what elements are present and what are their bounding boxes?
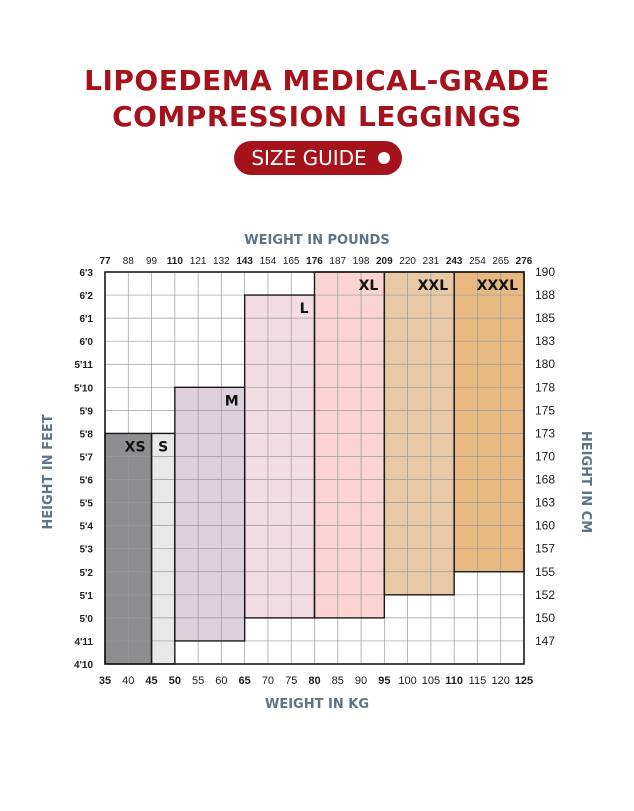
bottom-tick-label: 65 (239, 675, 251, 687)
top-tick-label: 143 (236, 256, 253, 267)
size-label-xs: XS (125, 439, 146, 455)
bottom-tick-label: 100 (398, 675, 416, 687)
bottom-tick-label: 110 (445, 675, 463, 687)
top-tick-label: 198 (353, 256, 370, 267)
right-tick-label: 150 (535, 611, 555, 625)
right-tick-label: 183 (535, 334, 555, 348)
bottom-tick-label: 85 (332, 675, 344, 687)
left-tick-label: 6'2 (79, 291, 93, 302)
bottom-tick-label: 50 (169, 675, 181, 687)
top-tick-label: 231 (423, 256, 440, 267)
top-tick-label: 254 (469, 256, 486, 267)
left-tick-label: 5'9 (79, 406, 93, 417)
right-tick-label: 185 (535, 311, 555, 325)
left-tick-label: 5'3 (79, 545, 93, 556)
size-label-xxl: XXL (418, 278, 449, 294)
top-tick-label: 165 (283, 256, 300, 267)
top-tick-label: 88 (123, 256, 135, 267)
size-guide-label: SIZE GUIDE (251, 146, 367, 170)
right-tick-label: 178 (535, 380, 555, 394)
size-region-m (174, 387, 245, 641)
bottom-tick-label: 95 (378, 675, 390, 687)
left-tick-label: 5'5 (79, 499, 93, 510)
right-axis-title: HEIGHT IN CM (578, 431, 593, 533)
left-tick-label: 5'11 (74, 360, 93, 371)
bottom-tick-label: 75 (285, 675, 297, 687)
bottom-tick-label: 55 (192, 675, 204, 687)
size-label-xl: XL (359, 278, 379, 294)
top-tick-label: 243 (446, 256, 463, 267)
right-tick-label: 188 (535, 288, 555, 302)
badge-dot-icon (378, 152, 390, 164)
bottom-tick-label: 90 (355, 675, 367, 687)
bottom-axis-title: WEIGHT IN KG (265, 697, 369, 712)
right-tick-label: 155 (535, 565, 555, 579)
right-tick-label: 190 (535, 265, 555, 279)
size-guide-badge: SIZE GUIDE (234, 141, 402, 175)
top-tick-label: 99 (146, 256, 158, 267)
left-tick-label: 4'11 (74, 637, 93, 648)
bottom-tick-label: 60 (215, 675, 227, 687)
bottom-tick-label: 115 (469, 675, 487, 687)
top-tick-label: 265 (492, 256, 509, 267)
size-label-xxxl: XXXL (477, 278, 518, 294)
left-tick-label: 6'0 (79, 337, 93, 348)
right-tick-label: 157 (535, 542, 555, 556)
title-line-1: LIPOEDEMA MEDICAL-GRADE (84, 64, 550, 97)
right-tick-label: 175 (535, 403, 555, 417)
right-tick-label: 152 (535, 588, 555, 602)
bottom-tick-label: 45 (145, 675, 157, 687)
top-tick-label: 154 (260, 256, 277, 267)
right-tick-label: 170 (535, 449, 555, 463)
left-tick-label: 5'2 (79, 568, 93, 579)
top-tick-label: 187 (329, 256, 346, 267)
left-tick-label: 5'1 (79, 591, 93, 602)
left-tick-label: 5'7 (79, 452, 93, 463)
right-tick-label: 163 (535, 496, 555, 510)
left-tick-label: 6'3 (79, 268, 93, 279)
bottom-tick-label: 40 (122, 675, 134, 687)
left-tick-label: 5'4 (79, 522, 93, 533)
left-axis-title: HEIGHT IN FEET (41, 414, 56, 529)
top-tick-label: 132 (213, 256, 230, 267)
size-region-xxxl (454, 272, 524, 572)
right-tick-label: 180 (535, 357, 555, 371)
plot-border (104, 271, 525, 665)
top-tick-label: 77 (99, 256, 111, 267)
top-tick-label: 276 (516, 256, 533, 267)
right-tick-label: 160 (535, 519, 555, 533)
size-label-s: S (158, 439, 168, 455)
right-tick-label: 147 (535, 634, 555, 648)
right-tick-label: 168 (535, 473, 555, 487)
bottom-tick-label: 35 (99, 675, 111, 687)
bottom-tick-label: 80 (308, 675, 320, 687)
bottom-tick-label: 105 (422, 675, 440, 687)
top-tick-label: 209 (376, 256, 393, 267)
right-tick-label: 173 (535, 426, 555, 440)
top-tick-label: 110 (167, 256, 184, 267)
size-label-l: L (300, 301, 309, 317)
bottom-tick-label: 125 (515, 675, 533, 687)
top-tick-label: 176 (306, 256, 323, 267)
left-tick-label: 5'6 (79, 476, 93, 487)
left-tick-label: 6'1 (79, 314, 93, 325)
left-tick-label: 5'0 (79, 614, 93, 625)
bottom-tick-label: 70 (262, 675, 274, 687)
size-label-m: M (225, 393, 239, 409)
top-axis-title: WEIGHT IN POUNDS (244, 233, 389, 248)
title-line-2: COMPRESSION LEGGINGS (112, 100, 522, 133)
left-tick-label: 5'10 (74, 383, 94, 394)
top-tick-label: 121 (190, 256, 207, 267)
left-tick-label: 4'10 (74, 660, 94, 671)
bottom-tick-label: 120 (492, 675, 510, 687)
left-tick-label: 5'8 (79, 429, 93, 440)
top-tick-label: 220 (399, 256, 416, 267)
size-region-xl (314, 272, 385, 618)
